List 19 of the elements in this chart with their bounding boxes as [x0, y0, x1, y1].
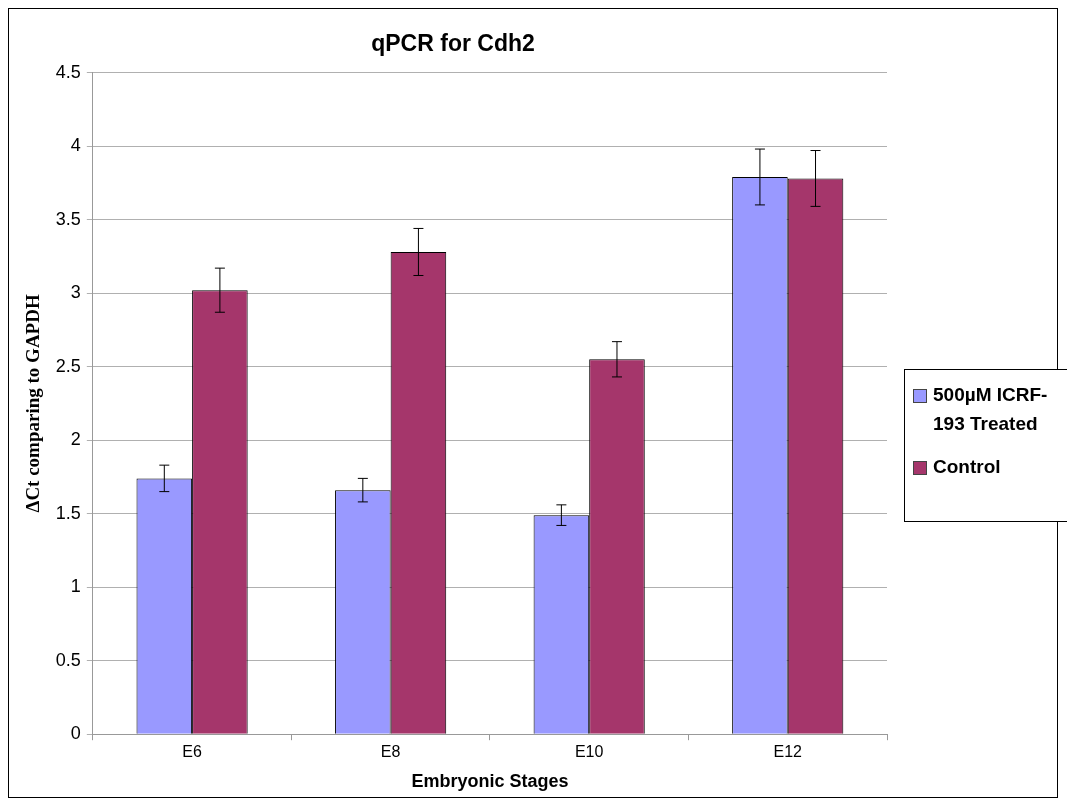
chart-title: qPCR for Cdh2: [371, 30, 535, 57]
legend-label: 500µM ICRF-193 Treated: [933, 383, 1049, 436]
x-tick-label: E6: [182, 743, 202, 761]
y-tick-label: 1.5: [55, 502, 81, 523]
y-tick-label: 1: [70, 576, 81, 597]
x-tick-label: E10: [574, 743, 604, 761]
y-tick-label: 4.5: [55, 61, 81, 82]
y-tick-label: 0: [70, 723, 81, 744]
y-tick-label: 3: [70, 282, 81, 303]
y-tick-label: 2.5: [55, 355, 81, 376]
legend-label: Control: [933, 455, 1001, 479]
x-axis-title: Embryonic Stages: [411, 771, 569, 792]
y-axis-title: ΔCt comparing to GAPDH: [22, 294, 44, 513]
y-tick-label: 3.5: [55, 208, 81, 229]
y-tick-label: 2: [70, 429, 81, 450]
x-tick-label: E12: [773, 743, 803, 761]
y-tick-label: 4: [70, 135, 81, 156]
x-tick-label: E8: [380, 743, 401, 761]
y-tick-label: 0.5: [55, 649, 81, 670]
